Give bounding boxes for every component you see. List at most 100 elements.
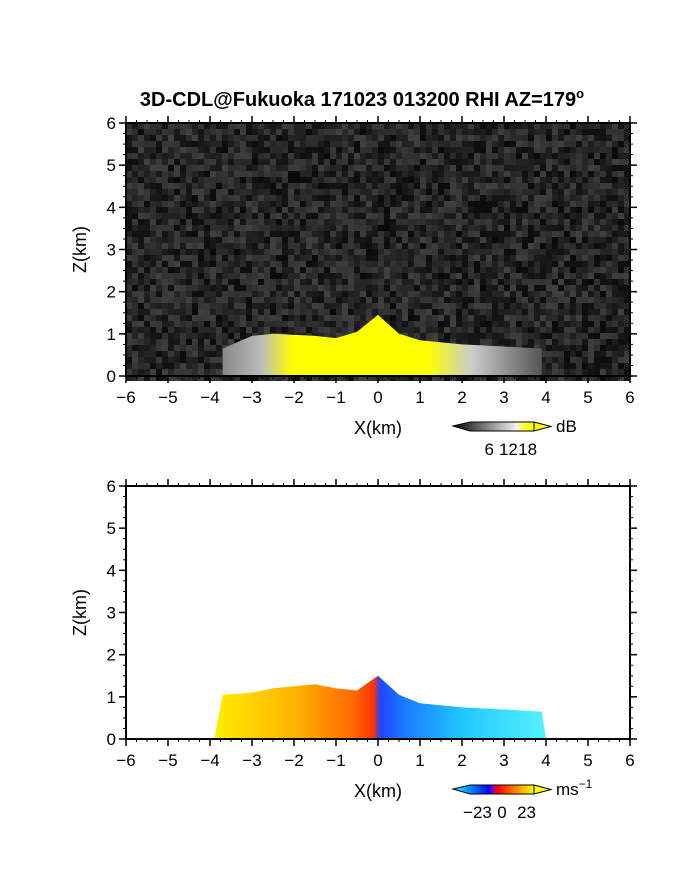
noise-cell bbox=[228, 309, 234, 315]
noise-cell bbox=[150, 189, 156, 195]
noise-cell bbox=[612, 321, 618, 327]
noise-cell bbox=[186, 237, 192, 243]
noise-cell bbox=[588, 237, 594, 243]
noise-cell bbox=[300, 135, 306, 141]
noise-cell bbox=[258, 159, 264, 165]
noise-cell bbox=[414, 231, 420, 237]
noise-cell bbox=[156, 321, 162, 327]
noise-cell bbox=[582, 177, 588, 183]
noise-cell bbox=[336, 327, 342, 333]
noise-cell bbox=[336, 321, 342, 327]
noise-cell bbox=[486, 225, 492, 231]
noise-cell bbox=[426, 153, 432, 159]
noise-cell bbox=[126, 345, 132, 351]
noise-cell bbox=[126, 189, 132, 195]
noise-cell bbox=[600, 171, 606, 177]
noise-cell bbox=[132, 357, 138, 363]
noise-cell bbox=[426, 261, 432, 267]
noise-cell bbox=[408, 171, 414, 177]
noise-cell bbox=[390, 225, 396, 231]
noise-cell bbox=[336, 129, 342, 135]
noise-cell bbox=[564, 291, 570, 297]
noise-cell bbox=[126, 321, 132, 327]
noise-cell bbox=[594, 171, 600, 177]
noise-cell bbox=[408, 159, 414, 165]
noise-cell bbox=[126, 357, 132, 363]
noise-cell bbox=[546, 267, 552, 273]
noise-cell bbox=[444, 225, 450, 231]
noise-cell bbox=[186, 183, 192, 189]
noise-cell bbox=[564, 129, 570, 135]
noise-cell bbox=[210, 369, 216, 375]
noise-cell bbox=[222, 123, 228, 129]
noise-cell bbox=[366, 273, 372, 279]
noise-cell bbox=[354, 285, 360, 291]
noise-cell bbox=[204, 303, 210, 309]
noise-cell bbox=[384, 123, 390, 129]
noise-cell bbox=[594, 333, 600, 339]
noise-cell bbox=[330, 195, 336, 201]
noise-cell bbox=[402, 189, 408, 195]
noise-cell bbox=[306, 237, 312, 243]
noise-cell bbox=[546, 231, 552, 237]
noise-cell bbox=[438, 243, 444, 249]
noise-cell bbox=[378, 123, 384, 129]
noise-cell bbox=[462, 135, 468, 141]
noise-cell bbox=[168, 141, 174, 147]
noise-cell bbox=[618, 321, 624, 327]
noise-cell bbox=[414, 123, 420, 129]
noise-cell bbox=[246, 249, 252, 255]
noise-cell bbox=[486, 249, 492, 255]
noise-cell bbox=[336, 225, 342, 231]
noise-cell bbox=[282, 123, 288, 129]
noise-cell bbox=[474, 183, 480, 189]
noise-cell bbox=[456, 219, 462, 225]
noise-cell bbox=[486, 189, 492, 195]
noise-cell bbox=[618, 243, 624, 249]
y-axis-label: Z(km) bbox=[70, 226, 90, 273]
noise-cell bbox=[342, 237, 348, 243]
noise-cell bbox=[372, 285, 378, 291]
noise-cell bbox=[240, 333, 246, 339]
noise-cell bbox=[216, 189, 222, 195]
noise-cell bbox=[342, 165, 348, 171]
noise-cell bbox=[474, 279, 480, 285]
noise-cell bbox=[378, 267, 384, 273]
noise-cell bbox=[498, 327, 504, 333]
noise-cell bbox=[378, 375, 384, 381]
noise-cell bbox=[132, 375, 138, 381]
noise-cell bbox=[258, 123, 264, 129]
noise-cell bbox=[258, 231, 264, 237]
noise-cell bbox=[564, 327, 570, 333]
noise-cell bbox=[558, 153, 564, 159]
noise-cell bbox=[576, 333, 582, 339]
noise-cell bbox=[132, 243, 138, 249]
x-tick-label: −5 bbox=[158, 751, 177, 770]
noise-cell bbox=[342, 327, 348, 333]
noise-cell bbox=[270, 219, 276, 225]
noise-cell bbox=[336, 249, 342, 255]
noise-cell bbox=[366, 183, 372, 189]
noise-cell bbox=[300, 201, 306, 207]
noise-cell bbox=[480, 153, 486, 159]
noise-cell bbox=[174, 339, 180, 345]
noise-cell bbox=[570, 207, 576, 213]
noise-cell bbox=[306, 279, 312, 285]
noise-cell bbox=[168, 279, 174, 285]
noise-cell bbox=[282, 249, 288, 255]
noise-cell bbox=[390, 279, 396, 285]
noise-cell bbox=[246, 237, 252, 243]
noise-cell bbox=[600, 123, 606, 129]
noise-cell bbox=[222, 213, 228, 219]
noise-cell bbox=[498, 201, 504, 207]
noise-cell bbox=[300, 273, 306, 279]
noise-cell bbox=[384, 273, 390, 279]
noise-cell bbox=[414, 249, 420, 255]
noise-cell bbox=[552, 171, 558, 177]
noise-cell bbox=[558, 159, 564, 165]
noise-cell bbox=[552, 219, 558, 225]
noise-cell bbox=[408, 213, 414, 219]
noise-cell bbox=[528, 333, 534, 339]
noise-cell bbox=[438, 129, 444, 135]
noise-cell bbox=[444, 315, 450, 321]
